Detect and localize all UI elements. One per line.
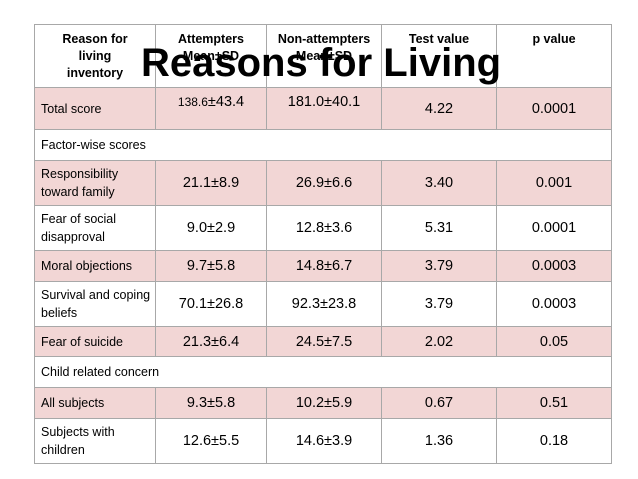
test-value: 3.79 xyxy=(381,250,497,282)
row-label: Fear of social disapproval xyxy=(34,205,156,251)
attempters-sd: ±43.4 xyxy=(207,94,245,110)
header-test-value: Test value xyxy=(381,24,497,88)
row-label: Moral objections xyxy=(34,250,156,282)
row-label: Fear of suicide xyxy=(34,326,156,357)
p-value: 0.0001 xyxy=(496,87,612,130)
test-value: 4.22 xyxy=(381,87,497,130)
row-label: Responsibility toward family xyxy=(34,160,156,206)
section-label: Factor-wise scores xyxy=(34,129,612,161)
non-attempters-value: 92.3±23.8 xyxy=(266,281,382,327)
non-attempters-value: 181.0±40.1 xyxy=(266,87,382,130)
test-value: 2.02 xyxy=(381,326,497,357)
header-non-attempters: Non-attempters Mean±SD xyxy=(266,24,382,88)
p-value: 0.001 xyxy=(496,160,612,206)
reasons-for-living-table: Reason for living inventory Attempters M… xyxy=(34,24,612,464)
slide-title: Reasons for Living xyxy=(141,41,502,85)
non-attempters-value: 12.8±3.6 xyxy=(266,205,382,251)
test-value: 1.36 xyxy=(381,418,497,464)
attempters-mean: 138.6 xyxy=(177,95,208,109)
row-label: Survival and coping beliefs xyxy=(34,281,156,327)
attempters-value: 138.6±43.4 xyxy=(155,87,267,130)
header-p-value: p value xyxy=(496,24,612,88)
non-attempters-value: 24.5±7.5 xyxy=(266,326,382,357)
attempters-value: 21.1±8.9 xyxy=(155,160,267,206)
row-label: All subjects xyxy=(34,387,156,419)
header-reason: Reason for living inventory xyxy=(34,24,156,88)
test-value: 3.40 xyxy=(381,160,497,206)
table-row: Fear of suicide 21.3±6.4 24.5±7.5 2.02 0… xyxy=(34,326,612,357)
test-value: 5.31 xyxy=(381,205,497,251)
test-value: 3.79 xyxy=(381,281,497,327)
p-value: 0.0003 xyxy=(496,250,612,282)
row-label: Total score xyxy=(34,87,156,130)
table-row: Moral objections 9.7±5.8 14.8±6.7 3.79 0… xyxy=(34,250,612,282)
p-value: 0.0003 xyxy=(496,281,612,327)
table-row: Responsibility toward family 21.1±8.9 26… xyxy=(34,160,612,206)
p-value: 0.18 xyxy=(496,418,612,464)
section-row: Child related concern xyxy=(34,356,612,388)
non-attempters-value: 10.2±5.9 xyxy=(266,387,382,419)
attempters-value: 21.3±6.4 xyxy=(155,326,267,357)
attempters-value: 12.6±5.5 xyxy=(155,418,267,464)
section-row: Factor-wise scores xyxy=(34,129,612,161)
table-row: Fear of social disapproval 9.0±2.9 12.8±… xyxy=(34,205,612,251)
non-attempters-value: 14.8±6.7 xyxy=(266,250,382,282)
table-row: Survival and coping beliefs 70.1±26.8 92… xyxy=(34,281,612,327)
table-row: Subjects with children 12.6±5.5 14.6±3.9… xyxy=(34,418,612,464)
table-row: All subjects 9.3±5.8 10.2±5.9 0.67 0.51 xyxy=(34,387,612,419)
p-value: 0.05 xyxy=(496,326,612,357)
test-value: 0.67 xyxy=(381,387,497,419)
attempters-value: 70.1±26.8 xyxy=(155,281,267,327)
header-attempters: Attempters Mean±SD xyxy=(155,24,267,88)
p-value: 0.51 xyxy=(496,387,612,419)
table-header-row: Reason for living inventory Attempters M… xyxy=(34,24,612,88)
section-label: Child related concern xyxy=(34,356,612,388)
non-attempters-value: 14.6±3.9 xyxy=(266,418,382,464)
p-value: 0.0001 xyxy=(496,205,612,251)
attempters-value: 9.0±2.9 xyxy=(155,205,267,251)
table-row: Total score 138.6±43.4 181.0±40.1 4.22 0… xyxy=(34,87,612,130)
row-label: Subjects with children xyxy=(34,418,156,464)
attempters-value: 9.3±5.8 xyxy=(155,387,267,419)
non-attempters-value: 26.9±6.6 xyxy=(266,160,382,206)
attempters-value: 9.7±5.8 xyxy=(155,250,267,282)
